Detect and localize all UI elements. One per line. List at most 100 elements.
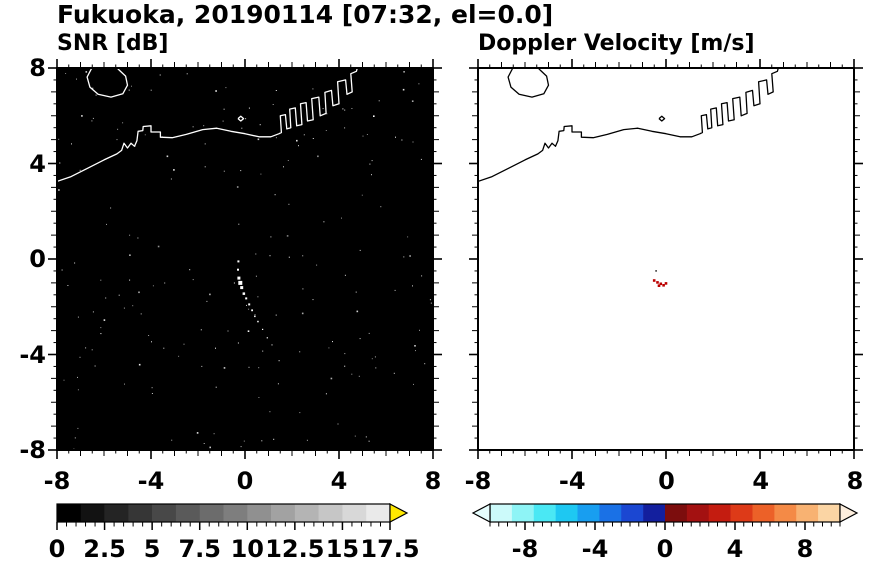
y-tick-label: 8 [29,54,46,82]
colorbar-segment [599,504,622,522]
colorbar-over-arrow [839,503,859,523]
echo-point [656,281,659,284]
plot-background [478,68,854,450]
colorbar-segment [752,504,775,522]
colorbar-segment [577,504,600,522]
colorbar-segment [104,504,129,522]
x-tick-label: 4 [330,467,348,495]
colorbar-segment [318,504,343,522]
colorbar-segment [223,504,248,522]
echo-point [266,337,268,339]
colorbar-segment [490,504,513,522]
colorbar-tick-label: 10 [230,535,264,563]
colorbar-segments [490,504,841,522]
colorbar-tick-label: 5 [143,535,161,563]
echo-point [248,303,251,306]
coastline-path-mainland-with-harbor [57,68,358,183]
colorbar-segment [643,504,666,522]
echo-point [237,268,239,271]
colorbar-segment [199,504,224,522]
coastline-path-island [507,68,550,98]
plot-content [478,68,779,287]
colorbar-segment [774,504,797,522]
x-tick-label: 0 [236,467,254,495]
echo-point [657,284,661,287]
x-tick-label: -8 [43,467,71,495]
colorbar-tick-label: 8 [796,535,814,563]
coastline-path-islet [658,115,666,122]
echo-point [652,279,656,282]
snr-plot [48,59,442,459]
colorbar-segment [665,504,688,522]
coastline-path-mainland-with-harbor [478,68,779,183]
colorbar-segment [294,504,319,522]
colorbar-segment [621,504,644,522]
echo-point [257,320,259,323]
colorbar-segment [271,504,296,522]
y-tick-label: -4 [19,340,46,369]
colorbar-tick-label: 7.5 [178,535,221,563]
colorbar-ticks [56,522,391,530]
colorbar-segment [796,504,819,522]
x-tick-label: -4 [558,467,586,495]
coastline-path-island [86,68,129,98]
colorbar-tick-label: 15 [325,535,360,563]
colorbar-under-arrow [471,503,491,523]
colorbar-segment [80,504,105,522]
vel-panel-title: Doppler Velocity [m/s] [478,31,755,56]
plot-background [57,68,433,450]
y-tick-label: 4 [29,149,46,178]
x-tick-label: 0 [658,467,675,495]
colorbar-tick-label: 0 [656,535,674,563]
plot-frame [477,67,855,451]
x-tick-label: 4 [752,467,770,495]
x-tick-label: 8 [424,467,442,495]
echo-point [254,315,256,318]
snr-panel-title: SNR [dB] [57,31,169,56]
coastline [478,68,779,183]
echo-point [271,344,273,346]
colorbar-segment [686,504,710,522]
colorbar-segment [128,504,153,522]
colorbar-tick-label: 4 [726,535,744,563]
plot-content [57,68,432,450]
colorbar-segment [152,504,177,522]
colorbar-segment [555,504,578,522]
echo-point [238,280,243,285]
echo-point [262,328,264,330]
x-tick-label: 8 [846,467,864,495]
echo-point [237,276,241,280]
colorbar-tick-label: 2.5 [83,535,126,563]
echo-point [662,284,665,287]
colorbar-tick-label: 0 [48,535,66,563]
snr-echo-streak [237,260,273,346]
snr-colorbar [56,503,409,530]
colorbar-tick-label: -8 [511,535,539,563]
colorbar-segment [708,504,731,522]
coastline [57,68,358,183]
y-tick-label: 0 [29,245,46,273]
coastline-path-islet [237,115,245,122]
echo-point [237,260,240,263]
echo-point [659,282,663,286]
colorbar-over-arrow [389,503,409,523]
colorbar-segment [247,504,272,522]
colorbar-tick-label: 12.5 [265,535,325,563]
noise-speckle [58,71,432,450]
colorbar-segment [818,504,841,522]
colorbar-segment [533,504,556,522]
x-tick-label: -8 [464,467,492,495]
colorbar-segment [57,504,82,522]
echo-point [655,270,657,272]
figure-title: Fukuoka, 20190114 [07:32, el=0.0] [57,0,554,29]
vel-echo [652,270,668,287]
colorbar-tick-label: 17.5 [360,535,420,563]
colorbar-segment [730,504,753,522]
echo-point [242,292,246,295]
colorbar-ticks [489,522,841,530]
vel-plot [469,59,863,459]
echo-point [251,309,253,312]
vel-colorbar [471,503,859,530]
echo-point [240,286,244,290]
